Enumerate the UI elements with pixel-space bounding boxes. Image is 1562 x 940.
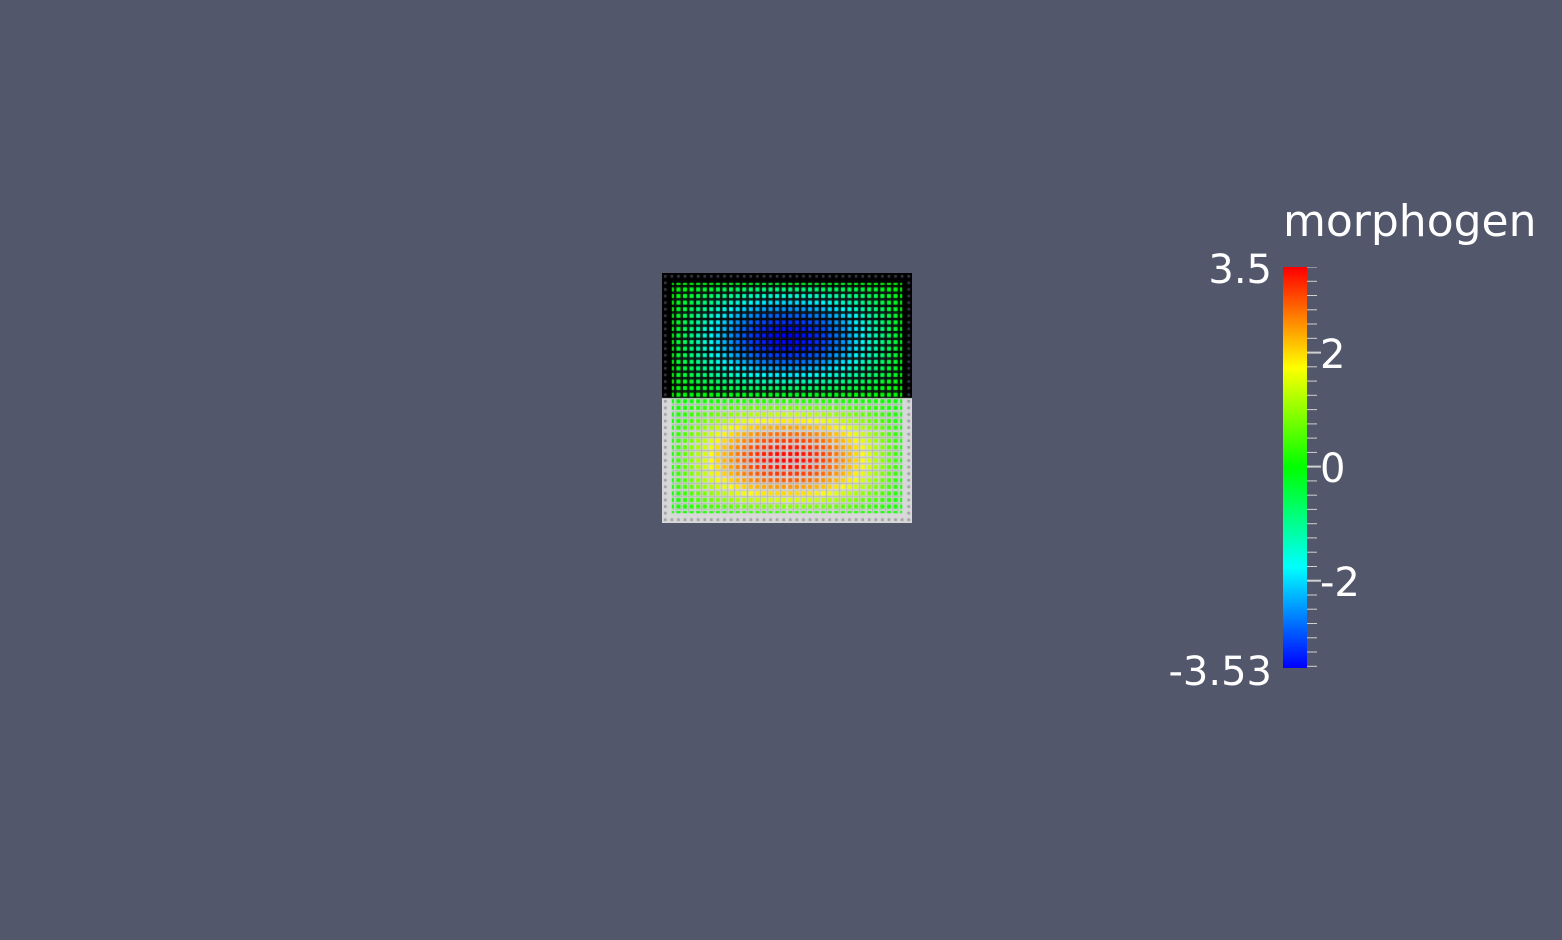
colorbar-gradient (1283, 267, 1307, 668)
colorbar-title: morphogen (1283, 196, 1537, 247)
morphogen-field-mesh[interactable] (662, 273, 912, 523)
colorbar-tick-label-0: 0 (1320, 446, 1346, 492)
colorbar-max-label: 3.5 (1208, 247, 1272, 293)
colorbar-min-label: -3.53 (1168, 649, 1273, 695)
colorbar-tick-label-minus-2: -2 (1320, 560, 1360, 606)
colorbar-tick-marks (1307, 267, 1321, 667)
colorbar-tick-label-2: 2 (1320, 332, 1346, 378)
